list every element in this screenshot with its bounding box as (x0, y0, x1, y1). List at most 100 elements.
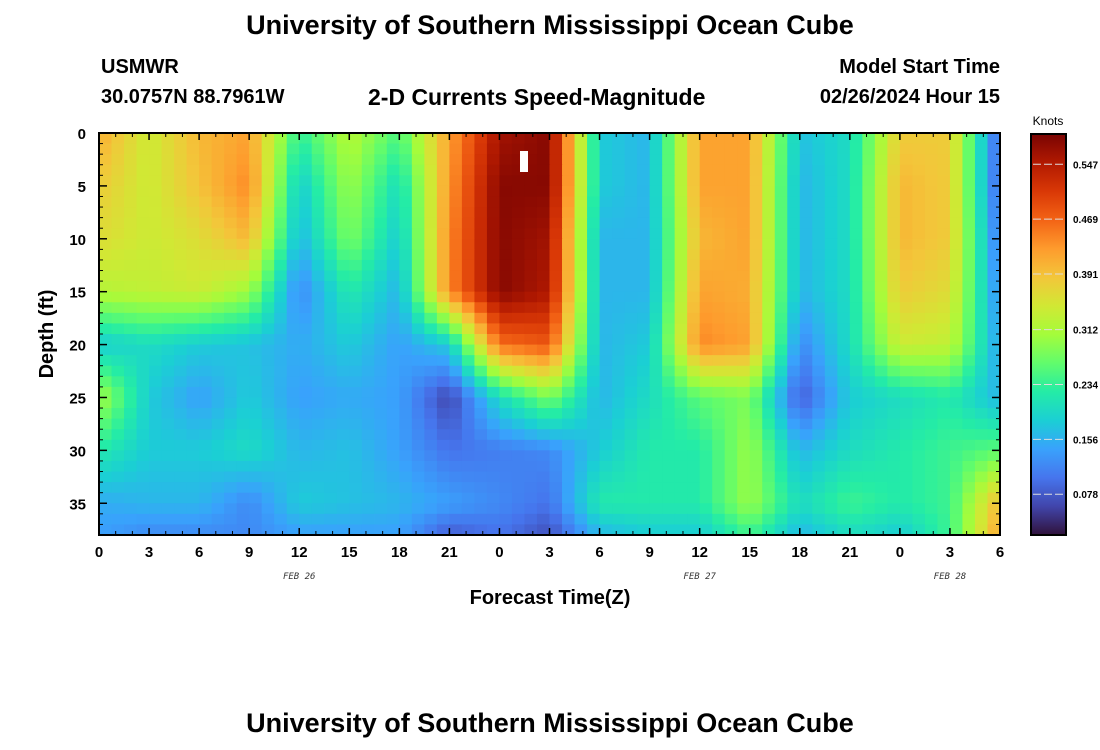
heatmap-cell (874, 344, 888, 356)
heatmap-cell (199, 228, 213, 240)
heatmap-cell (687, 524, 701, 536)
heatmap-cell (649, 196, 663, 208)
heatmap-cell (249, 334, 263, 346)
heatmap-cell (837, 408, 851, 420)
heatmap-cell (524, 270, 538, 282)
heatmap-cell (774, 344, 788, 356)
heatmap-cell (962, 386, 976, 399)
heatmap-cell (737, 302, 751, 314)
heatmap-cell (824, 270, 838, 282)
heatmap-cell (136, 175, 150, 187)
heatmap-cell (737, 386, 751, 399)
heatmap-cell (411, 281, 425, 293)
heatmap-cell (737, 249, 751, 261)
heatmap-cell (662, 312, 676, 325)
heatmap-cell (912, 513, 926, 526)
heatmap-cell (599, 312, 613, 325)
heatmap-cell (812, 323, 826, 335)
heatmap-cell (874, 154, 888, 166)
heatmap-cell (511, 281, 526, 293)
heatmap-cell (674, 259, 688, 272)
heatmap-cell (274, 164, 288, 176)
heatmap-cell (924, 524, 939, 536)
heatmap-cell (849, 259, 863, 272)
heatmap-cell (224, 386, 238, 399)
heatmap-cell (261, 334, 275, 346)
heatmap-cell (674, 207, 688, 219)
heatmap-cell (949, 175, 964, 187)
heatmap-cell (199, 249, 213, 261)
heatmap-cell (662, 344, 676, 356)
heatmap-cell (549, 238, 563, 250)
heatmap-cell (261, 143, 275, 155)
heatmap-cell (524, 281, 538, 293)
heatmap-cell (612, 133, 626, 145)
heatmap-cell (424, 323, 438, 335)
heatmap-cell (912, 164, 926, 176)
heatmap-cell (887, 334, 901, 346)
heatmap-cell (399, 365, 413, 377)
heatmap-cell (687, 291, 701, 303)
heatmap-cell (399, 450, 413, 462)
heatmap-cell (224, 503, 238, 515)
heatmap-cell (174, 418, 188, 430)
heatmap-cell (386, 513, 400, 526)
heatmap-cell (549, 513, 563, 526)
heatmap-cell (474, 471, 488, 483)
heatmap-cell (99, 418, 113, 430)
heatmap-cell (174, 259, 188, 272)
heatmap-cell (612, 513, 626, 526)
heatmap-cell (261, 207, 275, 219)
heatmap-cell (461, 524, 476, 536)
heatmap-cell (336, 164, 350, 176)
heatmap-cell (524, 323, 538, 335)
heatmap-cell (161, 175, 175, 187)
heatmap-cell (837, 376, 851, 388)
heatmap-cell (449, 259, 463, 272)
heatmap-cell (749, 185, 763, 198)
heatmap-cell (211, 175, 225, 187)
heatmap-cell (499, 154, 513, 166)
heatmap-cell (124, 217, 138, 229)
heatmap-cell (649, 143, 663, 155)
heatmap-cell (887, 355, 901, 367)
heatmap-cell (511, 386, 526, 399)
heatmap-cell (136, 408, 150, 420)
heatmap-cell (787, 524, 801, 536)
heatmap-cell (812, 460, 826, 473)
heatmap-cell (124, 344, 138, 356)
heatmap-cell (849, 524, 863, 536)
colorbar-title: Knots (1033, 114, 1064, 128)
heatmap-cell (336, 207, 350, 219)
heatmap-cell (336, 185, 350, 198)
heatmap-cell (637, 334, 651, 346)
heatmap-cell (286, 175, 300, 187)
heatmap-cell (361, 513, 375, 526)
heatmap-cell (774, 302, 788, 314)
heatmap-cell (849, 164, 863, 176)
heatmap-cell (199, 355, 213, 367)
heatmap-cell (161, 355, 175, 367)
heatmap-cell (499, 408, 513, 420)
heatmap-cell (849, 334, 863, 346)
heatmap-cell (887, 408, 901, 420)
heatmap-cell (299, 471, 313, 483)
heatmap-cell (161, 312, 175, 325)
heatmap-cell (787, 460, 801, 473)
heatmap-cell (486, 143, 501, 155)
heatmap-cell (249, 365, 263, 377)
heatmap-cell (149, 524, 163, 536)
heatmap-cell (286, 143, 300, 155)
heatmap-cell (311, 164, 325, 176)
heatmap-cell (924, 365, 939, 377)
heatmap-cell (737, 164, 751, 176)
heatmap-cell (624, 408, 638, 420)
heatmap-cell (612, 217, 626, 229)
heatmap-cell (361, 344, 375, 356)
heatmap-cell (386, 154, 400, 166)
heatmap-cell (186, 323, 200, 335)
heatmap-cell (174, 386, 188, 399)
heatmap-cell (199, 175, 213, 187)
heatmap-cell (799, 471, 813, 483)
heatmap-cell (424, 344, 438, 356)
